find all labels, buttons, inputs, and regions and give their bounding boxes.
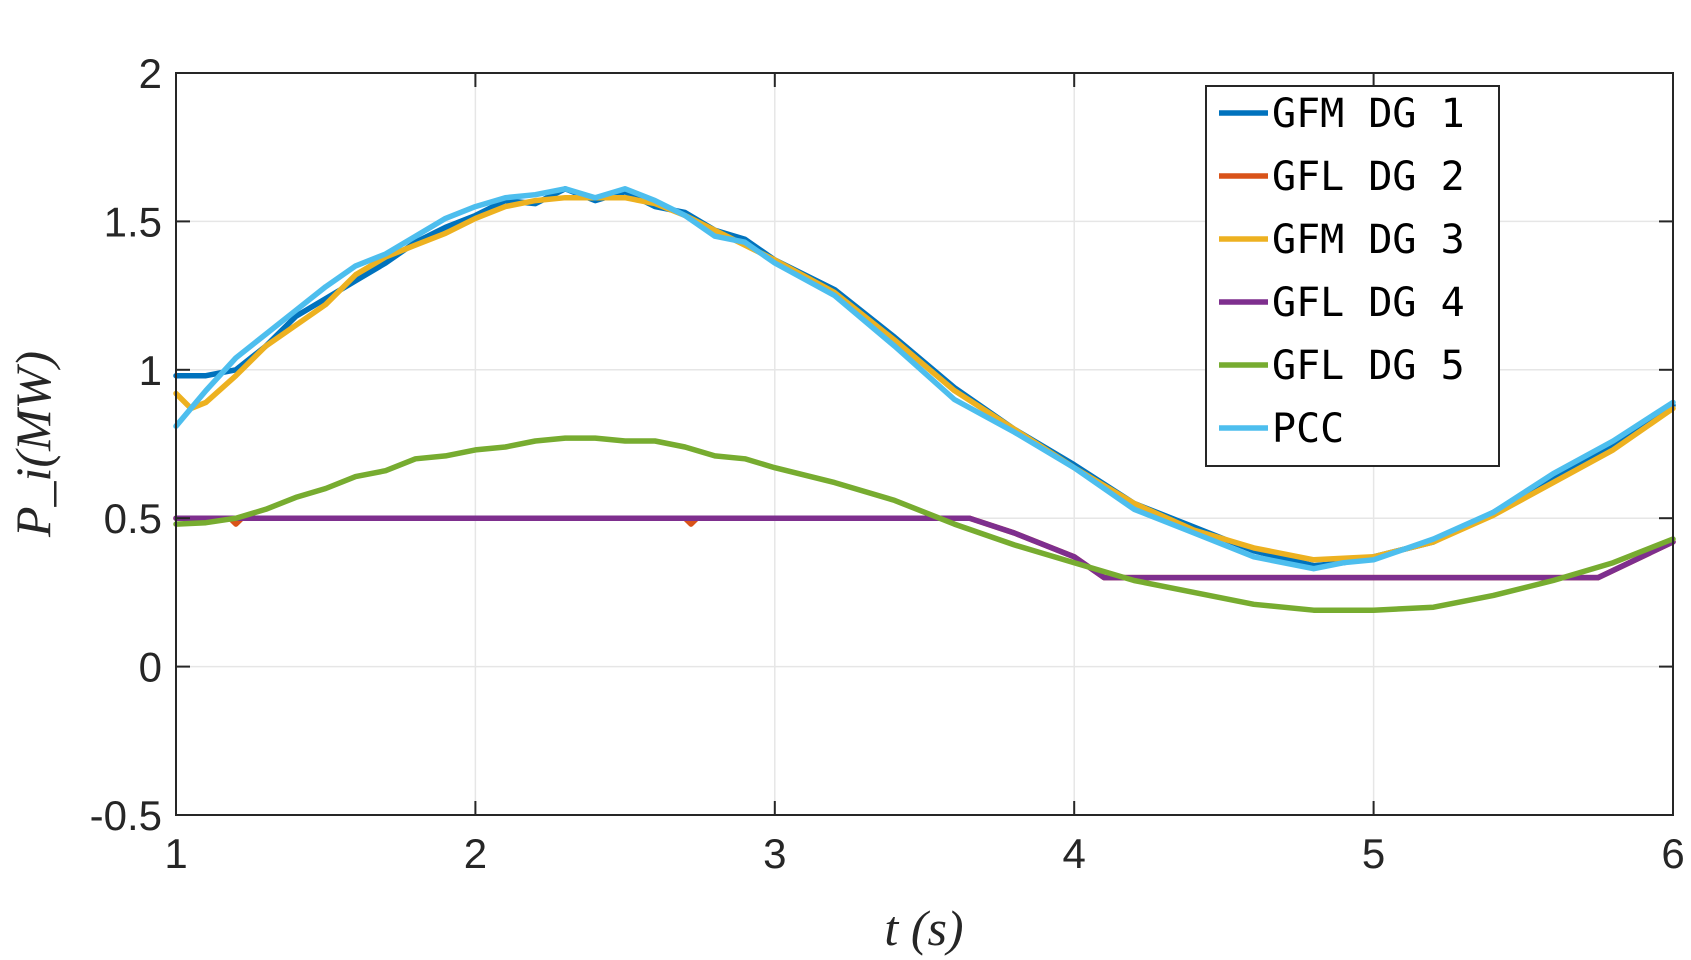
x-tick-label: 5 xyxy=(1362,830,1385,877)
legend-label-gfm-dg-3: GFM DG 3 xyxy=(1272,217,1465,263)
y-tick-label: 0.5 xyxy=(104,495,162,542)
y-tick-label: 2 xyxy=(139,50,162,97)
x-tick-label: 3 xyxy=(763,830,786,877)
x-axis-ticks: 1 2 3 4 5 6 xyxy=(164,73,1685,877)
y-tick-label: -0.5 xyxy=(90,792,162,839)
x-tick-label: 1 xyxy=(164,830,187,877)
legend-items: GFM DG 1 GFL DG 2 GFM DG 3 GFL DG 4 GFL DG 5… xyxy=(1219,91,1465,452)
series-line-pcc xyxy=(173,186,1676,572)
series-line-gfl-dg-4 xyxy=(173,515,1676,581)
x-tick-label: 4 xyxy=(1063,830,1086,877)
y-axis-label: P_i(MW) xyxy=(5,351,61,538)
legend-label-pcc: PCC xyxy=(1272,406,1344,452)
series-layer xyxy=(173,186,1676,613)
y-tick-label: 1.5 xyxy=(104,198,162,245)
x-axis-label: t (s) xyxy=(884,900,963,956)
series-line-gfl-dg-5 xyxy=(173,435,1676,613)
y-axis-ticks: -0.5 0 0.5 1 1.5 2 xyxy=(90,50,1673,839)
x-tick-label: 6 xyxy=(1661,830,1684,877)
legend-box xyxy=(1205,85,1500,467)
legend-label-gfl-dg-2: GFL DG 2 xyxy=(1272,154,1465,200)
legend: GFM DG 1 GFL DG 2 GFM DG 3 GFL DG 4 GFL DG 5… xyxy=(1205,85,1500,467)
legend-label-gfl-dg-4: GFL DG 4 xyxy=(1272,280,1465,326)
plot-frame xyxy=(175,72,1674,816)
legend-label-gfm-dg-1: GFM DG 1 xyxy=(1272,91,1465,137)
y-tick-label: 1 xyxy=(139,347,162,394)
y-tick-label: 0 xyxy=(139,644,162,691)
legend-label-gfl-dg-5: GFL DG 5 xyxy=(1272,343,1465,389)
series-line-gfl-dg-2 xyxy=(173,515,1676,581)
x-tick-label: 2 xyxy=(464,830,487,877)
